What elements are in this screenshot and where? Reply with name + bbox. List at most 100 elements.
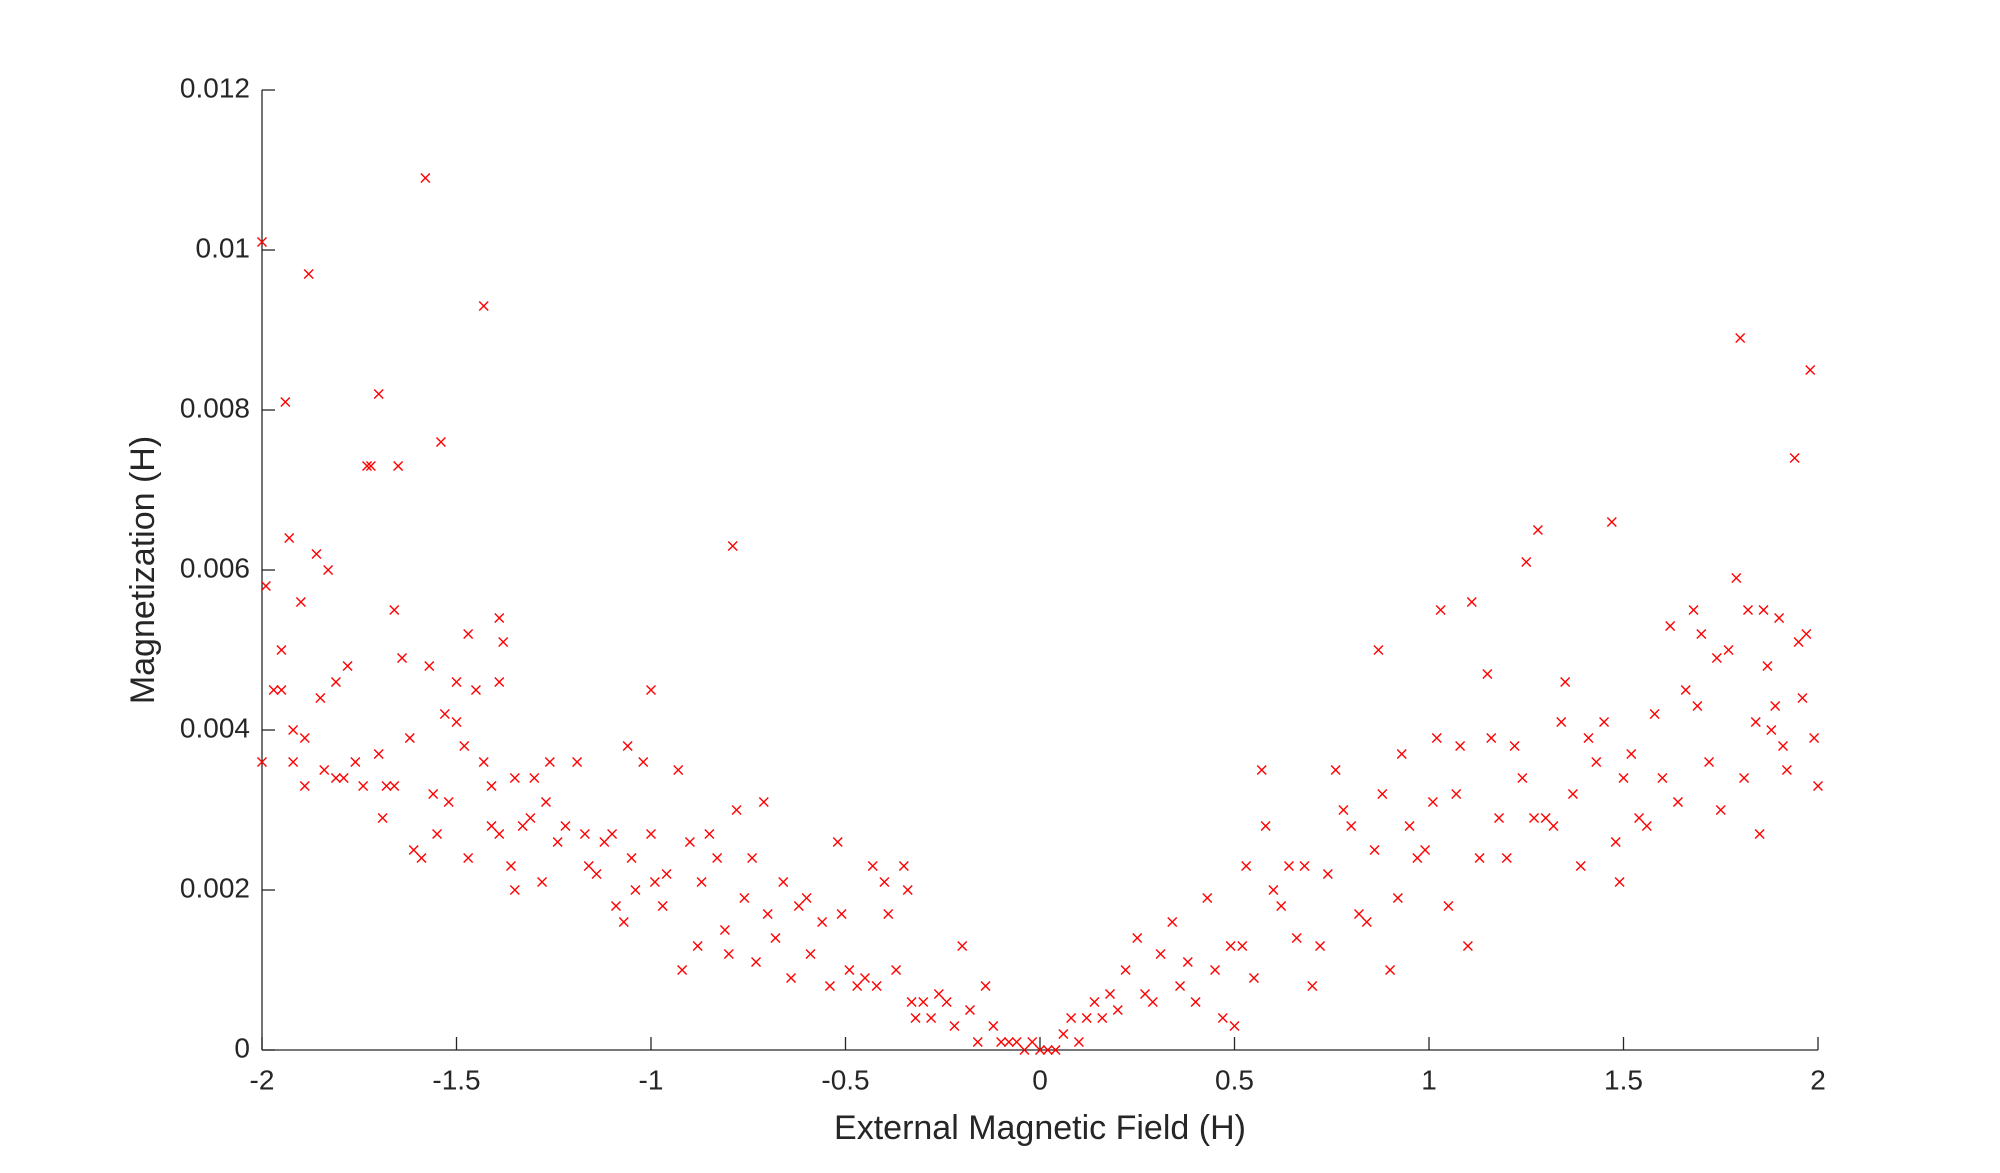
data-point — [1466, 597, 1477, 607]
data-point — [657, 901, 668, 911]
data-point — [1392, 893, 1403, 903]
data-point — [1657, 773, 1668, 783]
data-point — [311, 549, 322, 559]
data-point — [972, 1037, 983, 1047]
data-point — [758, 797, 769, 807]
data-point — [1793, 637, 1804, 647]
data-point — [1486, 733, 1497, 743]
data-point — [1591, 757, 1602, 767]
data-point — [381, 781, 392, 791]
data-point — [1774, 613, 1785, 623]
data-point — [1723, 645, 1734, 655]
data-point — [836, 909, 847, 919]
data-point — [1462, 941, 1473, 951]
data-point — [1735, 333, 1746, 343]
data-point — [1291, 933, 1302, 943]
data-point — [649, 877, 660, 887]
data-point — [1805, 365, 1816, 375]
data-point — [1027, 1037, 1038, 1047]
data-point — [871, 981, 882, 991]
data-point — [879, 877, 890, 887]
data-point — [463, 629, 474, 639]
data-point — [719, 925, 730, 935]
data-point — [1283, 861, 1294, 871]
data-point — [1073, 1037, 1084, 1047]
data-point — [933, 989, 944, 999]
data-point — [498, 637, 509, 647]
data-point — [494, 613, 505, 623]
data-point — [1494, 813, 1505, 823]
data-point — [646, 829, 656, 839]
x-tick-label: 2 — [1810, 1064, 1826, 1095]
data-point — [1035, 1045, 1045, 1055]
data-point — [906, 997, 917, 1007]
y-tick-label: 0.012 — [180, 72, 250, 103]
data-point — [428, 789, 439, 799]
data-point — [1583, 733, 1594, 743]
data-point — [276, 645, 287, 655]
data-point — [1377, 789, 1388, 799]
data-point — [1338, 805, 1349, 815]
data-point — [478, 757, 489, 767]
data-point — [1641, 821, 1652, 831]
data-point — [1003, 1037, 1014, 1047]
data-point — [1451, 789, 1462, 799]
data-point — [1256, 765, 1267, 775]
data-point — [1396, 749, 1407, 759]
data-point — [1011, 1037, 1022, 1047]
data-point — [1155, 949, 1166, 959]
data-point — [572, 757, 583, 767]
data-point — [898, 861, 909, 871]
y-tick-label: 0.004 — [180, 712, 250, 743]
data-point — [964, 1005, 975, 1015]
data-point — [1742, 605, 1753, 615]
data-point — [1299, 861, 1310, 871]
data-point — [1766, 725, 1777, 735]
data-point — [1241, 861, 1252, 871]
data-point — [1237, 941, 1248, 951]
data-point — [1696, 629, 1707, 639]
data-point — [365, 461, 376, 471]
data-point — [696, 877, 707, 887]
data-point — [1474, 853, 1485, 863]
data-point — [583, 861, 594, 871]
data-point — [276, 685, 287, 695]
data-point — [1217, 1013, 1228, 1023]
data-point — [941, 997, 952, 1007]
data-point — [525, 813, 536, 823]
data-point — [1754, 829, 1765, 839]
data-point — [902, 885, 913, 895]
data-point — [786, 973, 797, 983]
data-point — [451, 677, 462, 687]
data-point — [704, 829, 715, 839]
x-tick-label: 0 — [1032, 1064, 1048, 1095]
data-point — [661, 869, 672, 879]
data-point — [1427, 797, 1438, 807]
data-point — [1361, 917, 1372, 927]
data-point — [389, 781, 400, 791]
data-point — [1373, 645, 1384, 655]
data-point — [389, 605, 400, 615]
data-point — [1307, 981, 1318, 991]
data-point — [416, 853, 427, 863]
data-point — [1081, 1013, 1092, 1023]
data-point — [330, 773, 341, 783]
data-point — [949, 1021, 960, 1031]
data-point — [1688, 605, 1699, 615]
data-point — [540, 797, 551, 807]
data-point — [1167, 917, 1178, 927]
data-point — [852, 981, 863, 991]
data-point — [867, 861, 878, 871]
data-point — [1599, 717, 1610, 727]
data-point — [424, 661, 435, 671]
data-point — [1567, 789, 1578, 799]
data-point — [751, 957, 762, 967]
data-point — [288, 725, 299, 735]
data-point — [257, 237, 267, 247]
data-point — [610, 901, 621, 911]
data-point — [358, 781, 369, 791]
data-point — [1692, 701, 1703, 711]
data-point — [435, 437, 446, 447]
data-point — [844, 965, 855, 975]
data-point — [910, 1013, 921, 1023]
